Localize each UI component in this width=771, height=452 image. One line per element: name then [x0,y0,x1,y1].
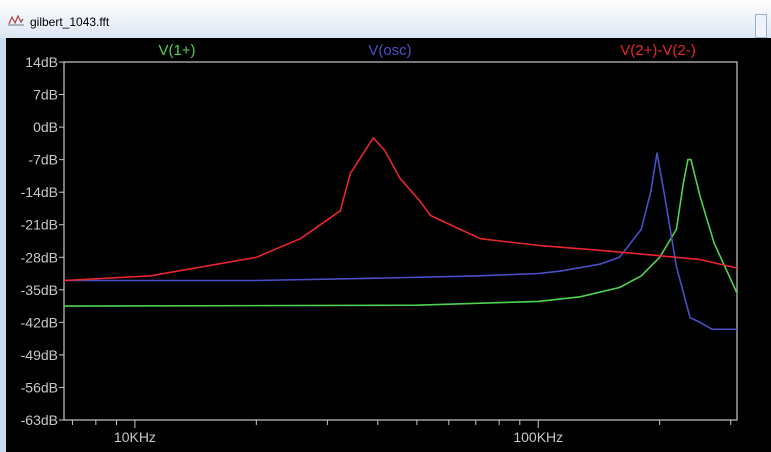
y-tick-label: -14dB [21,184,58,200]
legend-entry: V(osc) [368,42,411,59]
legend-entry: V(2+)-V(2-) [620,42,695,59]
waveform-icon [8,14,24,26]
x-tick-label: 10KHz [114,429,156,445]
y-tick-label: -49dB [21,347,58,363]
y-tick-label: -7dB [28,152,58,168]
y-tick-label: -63dB [21,412,58,428]
series-line-2 [63,137,738,282]
y-tick-label: 14dB [25,54,58,70]
y-tick-label: 7dB [33,87,58,103]
y-tick-label: 0dB [33,119,58,135]
series-line-0 [63,158,738,307]
plot-background [6,38,771,452]
y-tick-label: -35dB [21,282,58,298]
window-frame [0,38,6,452]
window-button[interactable] [755,14,767,38]
legend-entry: V(1+) [158,42,195,59]
window-title: gilbert_1043.fft [30,15,110,29]
x-tick-label: 100KHz [513,429,563,445]
window-titlebar: gilbert_1043.fft [0,0,771,38]
y-tick-label: -56dB [21,379,58,395]
y-tick-label: -21dB [21,217,58,233]
y-tick-label: -28dB [21,249,58,265]
y-tick-label: -42dB [21,314,58,330]
plot-frame [63,61,738,421]
series-line-1 [64,152,737,331]
fft-plot[interactable]: 14dB 7dB 0dB -7dB -14dB -21dB -28dB -35dB -42dB -… [6,38,771,452]
